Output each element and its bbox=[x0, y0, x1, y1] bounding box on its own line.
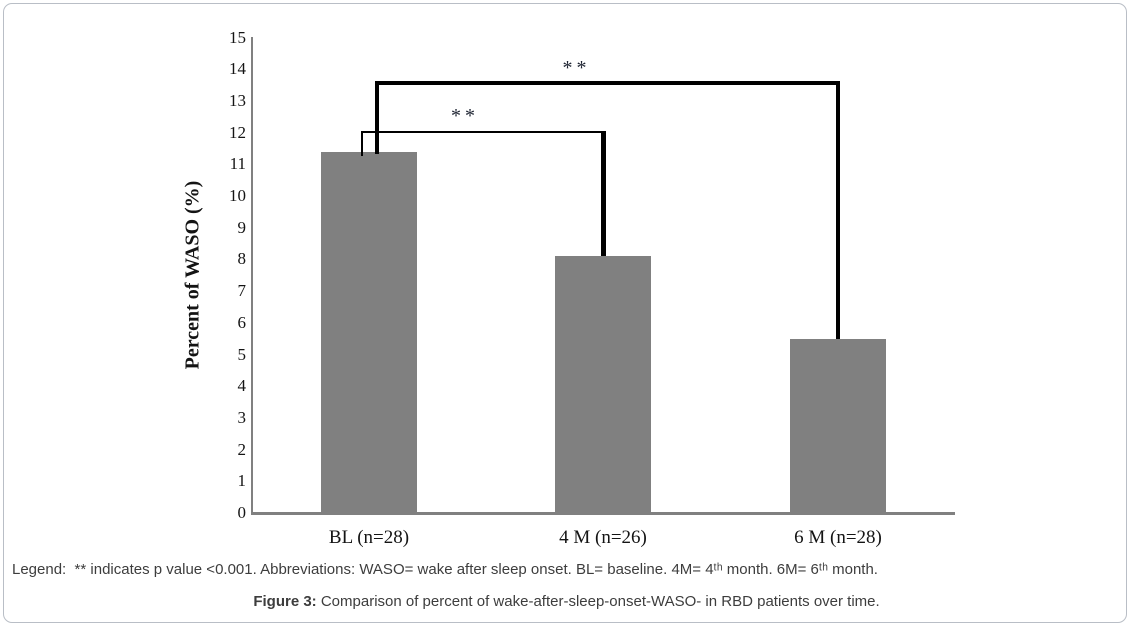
x-category-label: 4 M (n=26) bbox=[559, 527, 647, 548]
y-tick-label: 4 bbox=[237, 376, 247, 396]
significance-bracket-right-drop bbox=[836, 81, 840, 339]
y-tick-label: 8 bbox=[237, 249, 247, 269]
significance-bracket-left-drop bbox=[375, 81, 379, 154]
y-tick-label: 2 bbox=[237, 439, 247, 459]
y-tick-label: 12 bbox=[229, 122, 246, 142]
y-tick-label: 0 bbox=[237, 503, 247, 522]
significance-bracket-horizontal bbox=[375, 81, 840, 86]
figure-caption-text: Comparison of percent of wake-after-slee… bbox=[316, 593, 880, 610]
figure-legend: Legend: ** indicates p value <0.001. Abb… bbox=[12, 561, 878, 578]
x-category-label: 6 M (n=28) bbox=[794, 527, 882, 548]
y-tick-label: 7 bbox=[237, 281, 247, 301]
significance-label: ** bbox=[562, 57, 591, 80]
bar bbox=[555, 256, 651, 513]
figure-caption: Figure 3: Comparison of percent of wake-… bbox=[0, 593, 1133, 610]
y-tick-label: 1 bbox=[237, 471, 247, 491]
y-tick-label: 6 bbox=[237, 312, 247, 332]
y-tick-label: 11 bbox=[229, 154, 246, 174]
y-tick-label: 10 bbox=[229, 186, 246, 205]
y-tick-label: 14 bbox=[229, 59, 246, 79]
significance-bracket-horizontal bbox=[361, 130, 606, 133]
y-tick-label: 15 bbox=[229, 27, 246, 47]
significance-label: ** bbox=[451, 104, 479, 127]
bar bbox=[790, 338, 886, 513]
significance-bracket-right-drop bbox=[601, 130, 606, 257]
x-axis-line bbox=[251, 512, 955, 515]
y-tick-label: 5 bbox=[237, 344, 247, 364]
y-tick-label: 13 bbox=[229, 90, 246, 110]
figure-caption-label: Figure 3: bbox=[253, 593, 317, 610]
y-tick-label: 9 bbox=[237, 217, 247, 237]
y-axis-line bbox=[251, 37, 253, 515]
x-category-label: BL (n=28) bbox=[328, 527, 410, 548]
significance-bracket-left-drop bbox=[361, 130, 363, 156]
y-axis-title: Percent of WASO (%) bbox=[181, 180, 204, 370]
y-tick-label: 3 bbox=[237, 407, 247, 427]
bar bbox=[321, 151, 417, 513]
